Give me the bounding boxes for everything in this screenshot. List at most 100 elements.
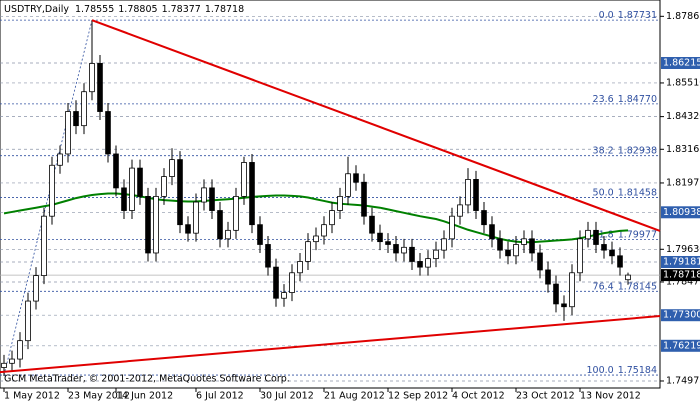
candle-body	[449, 215, 455, 240]
last-low: 1.78377	[162, 4, 201, 15]
candle-body	[273, 266, 279, 299]
fibo-label: 76.4 1.78145	[593, 281, 657, 292]
candle-body	[89, 63, 95, 93]
candle-body	[393, 244, 399, 254]
x-tick-label: 21 Aug 2012	[324, 391, 385, 402]
price-badge	[661, 269, 700, 282]
candle-body	[145, 195, 151, 254]
y-tick-label: 1.84320	[666, 111, 700, 122]
candle-body	[57, 153, 63, 166]
candle-body	[385, 241, 391, 245]
fibo-level: 100.0	[587, 365, 614, 376]
candle-body	[217, 210, 223, 240]
y-tick-label: 1.83165	[666, 144, 700, 155]
candle-body	[481, 210, 487, 226]
candle-body	[121, 187, 127, 211]
candle-body	[577, 238, 583, 274]
fibo-label: 38.2 1.82938	[593, 145, 657, 156]
y-tick-label: 1.85510	[666, 77, 700, 88]
fibo-price: 1.81458	[618, 187, 657, 198]
candle-body	[337, 195, 343, 211]
level-label: 1.79181	[663, 256, 700, 267]
candle-body	[457, 204, 463, 217]
copyright: GCM MetaTrader, © 2001-2012, MetaQuotes …	[4, 374, 290, 385]
candle-body	[9, 358, 15, 364]
candle-body	[617, 255, 623, 268]
candle-body	[265, 244, 271, 268]
y-tick-label: 1.81975	[666, 177, 700, 188]
candle-body	[33, 275, 39, 302]
fibo-label: 100.0 1.75184	[587, 365, 658, 376]
candle-body	[361, 181, 367, 217]
candle-body	[161, 176, 167, 197]
fibo-price: 1.87731	[618, 10, 657, 21]
fibo-price: 1.79977	[618, 229, 657, 240]
chart-header: USDTRY,Daily 1.78555 1.78805 1.78377 1.78718	[4, 4, 244, 15]
candle-body	[169, 159, 175, 177]
candle-body	[249, 162, 255, 226]
candle-body	[129, 167, 135, 211]
candle-body	[289, 272, 295, 293]
candle-body	[17, 340, 23, 360]
x-tick-label: 30 Jul 2012	[260, 391, 314, 402]
fibo-price: 1.75184	[618, 365, 657, 376]
last-open: 1.78555	[75, 4, 114, 15]
candle-body	[593, 229, 599, 245]
fibo-level: 0.0	[599, 10, 614, 21]
fibo-level: 76.4	[593, 281, 614, 292]
last-high: 1.78805	[118, 4, 157, 15]
candle-body	[49, 164, 55, 217]
fibo-label: 50.0 1.81458	[593, 187, 657, 198]
x-tick-label: 12 Sep 2012	[388, 391, 448, 402]
fibo-price: 1.78145	[618, 281, 657, 292]
level-badge	[661, 339, 700, 352]
candle-body	[97, 63, 103, 112]
level-label: 1.80938	[663, 207, 700, 218]
x-tick-label: 1 May 2012	[4, 391, 60, 402]
candle-body	[441, 238, 447, 251]
candle-body	[321, 224, 327, 237]
fibo-label: 61.8 1.79977	[593, 229, 657, 240]
candle-body	[489, 224, 495, 240]
candle-body	[465, 179, 471, 206]
fibo-level: 38.2	[593, 145, 614, 156]
candle-body	[177, 159, 183, 226]
candle-body	[353, 173, 359, 183]
level-label: 1.76219	[663, 340, 700, 351]
candle-body	[545, 269, 551, 285]
x-tick-label: 13 Nov 2012	[580, 391, 641, 402]
candle-body	[225, 229, 231, 240]
candle-body	[417, 261, 423, 268]
last-close: 1.78718	[205, 4, 244, 15]
x-tick-label: 14 Jun 2012	[116, 391, 173, 402]
candle-body	[529, 238, 535, 254]
candle-body	[257, 224, 263, 245]
candle-body	[537, 252, 543, 271]
candle-body	[609, 249, 615, 257]
symbol: USDTRY,Daily	[4, 4, 69, 15]
candle-body	[209, 187, 215, 211]
price-label: 1.78718	[663, 270, 700, 281]
candle-body	[553, 283, 559, 305]
x-tick-label: 4 Oct 2012	[452, 391, 505, 402]
candle-body	[521, 238, 527, 245]
x-tick-label: 23 May 2012	[68, 391, 130, 402]
candle-body	[137, 167, 143, 197]
fibo-price: 1.84770	[618, 93, 657, 104]
fibo-label: 0.0 1.87731	[599, 10, 657, 21]
candle-body	[345, 173, 351, 197]
level-badge	[661, 206, 700, 219]
x-tick-label: 6 Jul 2012	[196, 391, 244, 402]
x-tick-label: 23 Oct 2012	[516, 391, 575, 402]
fibo-price: 1.82938	[618, 145, 657, 156]
candle-body	[113, 153, 119, 189]
candle-body	[329, 210, 335, 226]
candle-body	[513, 244, 519, 257]
fibo-level: 23.6	[593, 93, 614, 104]
candle-body	[401, 246, 407, 254]
candle-body	[425, 258, 431, 268]
trendline	[0, 315, 661, 374]
candle-body	[625, 274, 631, 281]
candle-body	[569, 272, 575, 308]
